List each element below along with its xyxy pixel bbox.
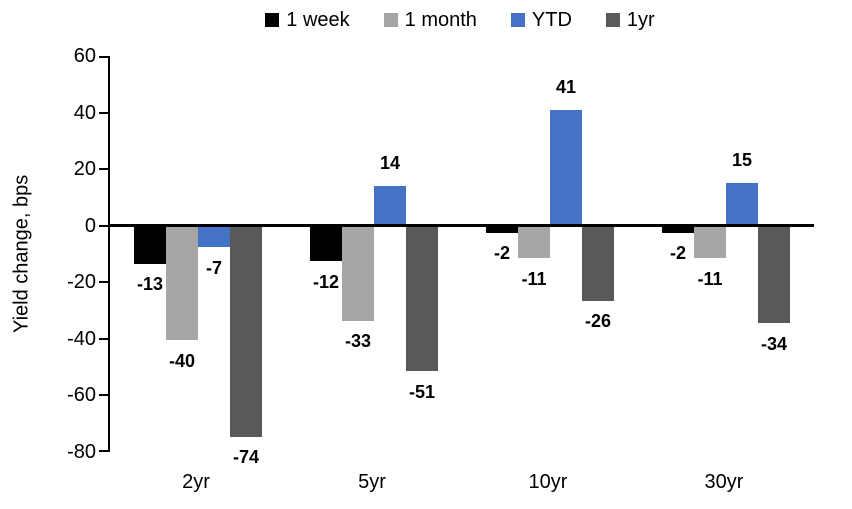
bar-value-label: 14 [379,153,401,174]
y-axis-tick [99,394,108,397]
y-axis-tick [99,281,108,284]
bar-10yr-1-month [518,227,550,259]
y-axis-tick-label: 0 [84,214,96,237]
legend-marker-icon [510,13,525,27]
bar-value-label: -7 [205,257,222,278]
y-axis-tick-label: -60 [67,384,96,407]
bar-value-label: -2 [493,243,510,264]
y-axis-tick [99,450,108,452]
bar-10yr-1-week [486,227,518,233]
x-axis-category-label: 30yr [704,471,744,493]
legend-label: 1 week [286,9,350,31]
bar-2yr-1-month [166,227,198,341]
y-axis-tick [99,224,108,227]
bar-value-label: -33 [344,331,371,352]
x-axis-category-label: 2yr [182,471,210,493]
legend-item-1-week: 1 week [265,8,350,32]
y-axis-tick [99,111,108,114]
legend-item-1yr: 1yr [605,8,655,32]
bar-30yr-1yr [758,227,790,324]
legend-item-ytd: YTD [510,8,572,32]
plot-area: -13 -12 -2 -2 -40 -33 -11 -11 -7 14 41 15 -74 -51 -26 -… [99,56,814,467]
zero-baseline [108,224,814,228]
y-axis-tick-label: -80 [67,441,96,463]
bar-2yr-1yr [230,227,262,437]
bar-value-label: -74 [232,447,259,468]
bar-value-label: -12 [312,271,339,292]
x-axis-category-label: 5yr [358,471,386,493]
legend-label: YTD [531,9,572,31]
bar-value-label: -51 [408,381,435,402]
y-axis-tick [99,56,108,58]
bar-2yr-ytd [198,227,230,247]
bar-30yr-1-month [694,227,726,259]
bar-value-label: -34 [760,333,787,354]
bar-5yr-1-month [342,227,374,321]
bar-10yr-1yr [582,227,614,301]
legend-item-1-month: 1 month [383,8,477,32]
y-axis-tick [99,168,108,171]
y-axis-tick-label: -20 [67,271,96,294]
x-axis-category-label: 10yr [528,471,568,493]
bar-value-label: -11 [697,268,723,289]
bar-value-label: -11 [521,268,547,289]
bar-5yr-1-week [310,227,342,262]
y-axis-tick-label: 60 [73,45,96,67]
bar-5yr-ytd [374,186,406,226]
bar-30yr-1-week [662,227,694,233]
bar-value-label: -2 [669,243,686,264]
bar-value-label: 41 [555,76,577,97]
y-axis-title: Yield change, bps [10,174,33,334]
legend: 1 week 1 month YTD 1yr [108,8,812,32]
bar-5yr-1yr [406,227,438,372]
bar-value-label: 15 [731,150,753,171]
y-axis-tick-label: 40 [73,101,96,124]
legend-label: 1yr [626,9,655,31]
bar-value-label: -26 [584,311,611,332]
bar-value-label: -40 [168,350,195,371]
y-axis-tick [99,337,108,340]
legend-label: 1 month [404,9,477,31]
y-axis-tick-label: 20 [73,158,96,181]
bar-30yr-ytd [726,183,758,226]
bar-2yr-1-week [134,227,166,264]
y-axis-tick-label: -40 [67,327,96,350]
legend-marker-icon [383,13,398,27]
legend-marker-icon [605,13,620,27]
bar-value-label: -13 [136,274,163,295]
legend-marker-icon [265,13,280,27]
bar-10yr-ytd [550,109,582,226]
